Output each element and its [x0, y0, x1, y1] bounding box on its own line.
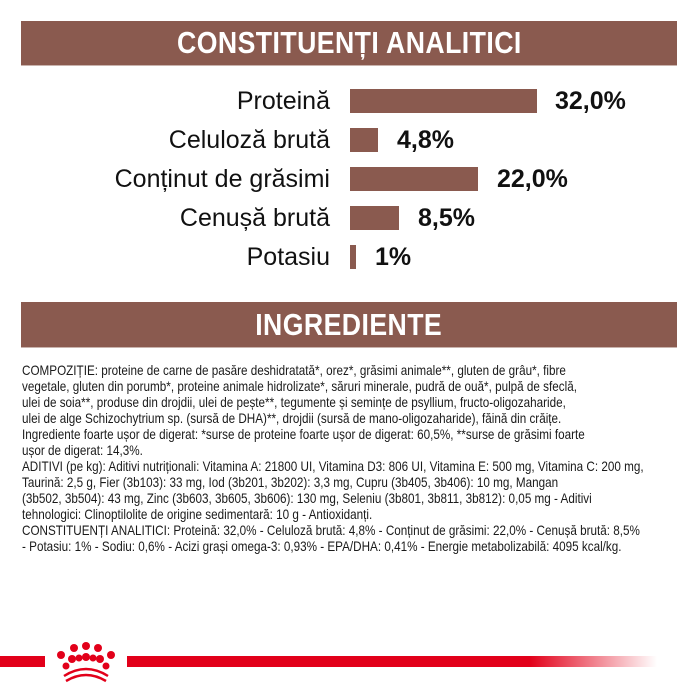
brand-stripe-left [0, 656, 45, 667]
chart-row-crude-fibre: Celuloză brută 4,8% [0, 126, 700, 154]
additives-line: tehnologici: Clinoptilolite de origine s… [22, 506, 373, 522]
analytical-line: - Potasiu: 1% - Sodiu: 0,6% - Acizi graș… [22, 538, 622, 554]
chart-row-crude-ash: Cenușă brută 8,5% [0, 204, 700, 232]
chart-row-fat-content: Conținut de grăsimi 22,0% [0, 165, 700, 193]
bar-label: Conținut de grăsimi [114, 165, 330, 193]
ingredients-line: Ingrediente foarte ușor de digerat: *sur… [22, 426, 585, 442]
bar-label: Proteină [236, 87, 330, 115]
chart-row-potassium: Potasiu 1% [0, 243, 700, 271]
analytical-line: CONSTITUENȚI ANALITICI: Proteină: 32,0% … [22, 522, 640, 538]
royal-canin-crown-logo-icon [50, 642, 122, 684]
bar [350, 128, 378, 152]
bar-label: Potasiu [246, 243, 330, 271]
bar-value: 8,5% [418, 204, 475, 232]
analytical-constituents-header: CONSTITUENȚI ANALITICI [21, 21, 677, 66]
bar-label: Cenușă brută [179, 204, 330, 232]
bar [350, 245, 356, 269]
ingredients-line: ulei de alge Schizochytrium sp. (sursă d… [22, 410, 562, 426]
additives-line: ADITIVI (pe kg): Aditivi nutriționali: V… [22, 458, 644, 474]
additives-line: (3b502, 3b504): 43 mg, Zinc (3b603, 3b60… [22, 490, 592, 506]
ingredients-line: COMPOZIȚIE: proteine de carne de pasăre … [22, 362, 566, 378]
section-title: CONSTITUENȚI ANALITICI [176, 25, 522, 60]
ingredients-text: COMPOZIȚIE: proteine de carne de pasăre … [22, 362, 682, 554]
chart-row-protein: Proteină 32,0% [0, 87, 700, 115]
brand-stripe-right [127, 656, 657, 667]
bar [350, 89, 537, 113]
bar-value: 4,8% [397, 126, 454, 154]
additives-line: Taurină: 2,5 g, Fier (3b103): 33 mg, Iod… [22, 474, 559, 490]
ingredients-header: INGREDIENTE [21, 302, 677, 348]
ingredients-line: ulei de soia**, produse din drojdii, ule… [22, 394, 566, 410]
bar-value: 1% [375, 243, 412, 271]
bar [350, 206, 399, 230]
ingredients-line: ușor de digerat: 14,3%. [22, 442, 143, 458]
bar-label: Celuloză brută [168, 126, 330, 154]
bar-value: 22,0% [497, 165, 568, 193]
ingredients-line: vegetale, gluten din porumb*, proteine a… [22, 378, 577, 394]
bar-value: 32,0% [555, 87, 626, 115]
bar [350, 167, 478, 191]
section-title: INGREDIENTE [255, 306, 443, 342]
